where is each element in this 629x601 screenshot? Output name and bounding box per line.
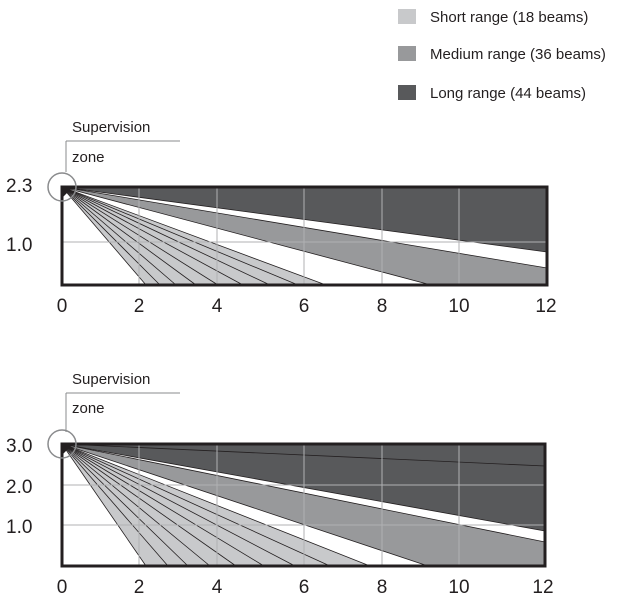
zone-label-line-1: Supervision bbox=[72, 119, 150, 136]
y-tick-label: 2.0 bbox=[6, 477, 32, 498]
supervision-zone-marker bbox=[47, 429, 77, 459]
diagram-1: Supervision zone bbox=[6, 119, 557, 317]
origin-wedge-icon bbox=[61, 443, 74, 456]
supervision-zone-circle bbox=[47, 172, 77, 202]
y-tick-label: 1.0 bbox=[6, 517, 32, 538]
diagram-2: Supervision zone bbox=[6, 371, 554, 598]
beam-rays bbox=[61, 186, 548, 286]
x-tick-label: 12 bbox=[535, 296, 556, 317]
plot-frame bbox=[60, 442, 547, 568]
supervision-zone-circle bbox=[47, 429, 77, 459]
x-tick-label: 4 bbox=[212, 296, 223, 317]
grid-lines bbox=[62, 187, 547, 285]
y-tick-label: 3.0 bbox=[6, 436, 32, 457]
x-tick-label: 8 bbox=[377, 577, 388, 598]
zone-label-line-2: zone bbox=[72, 149, 105, 166]
origin-wedge-icon bbox=[61, 186, 74, 199]
legend-item-long: Long range (44 beams) bbox=[398, 85, 586, 102]
x-tick-label: 2 bbox=[134, 577, 145, 598]
x-tick-label: 0 bbox=[57, 577, 68, 598]
legend-label-medium: Medium range (36 beams) bbox=[430, 46, 606, 63]
legend-item-medium: Medium range (36 beams) bbox=[398, 46, 606, 63]
legend: Short range (18 beams) Medium range (36 … bbox=[398, 9, 606, 102]
x-tick-label: 0 bbox=[57, 296, 68, 317]
y-tick-label: 2.3 bbox=[6, 176, 32, 197]
x-tick-label: 12 bbox=[532, 577, 553, 598]
zone-label-line-1: Supervision bbox=[72, 371, 150, 388]
x-tick-label: 10 bbox=[448, 577, 469, 598]
plot-frame bbox=[60, 185, 549, 287]
x-tick-label: 4 bbox=[212, 577, 223, 598]
y-tick-label: 1.0 bbox=[6, 235, 32, 256]
legend-swatch-medium bbox=[398, 46, 416, 61]
legend-label-long: Long range (44 beams) bbox=[430, 85, 586, 102]
x-tick-label: 6 bbox=[299, 577, 310, 598]
x-tick-label: 10 bbox=[448, 296, 469, 317]
x-tick-label: 6 bbox=[299, 296, 310, 317]
x-tick-label: 8 bbox=[377, 296, 388, 317]
x-tick-label: 2 bbox=[134, 296, 145, 317]
grid-lines bbox=[62, 444, 545, 566]
legend-label-short: Short range (18 beams) bbox=[430, 9, 588, 26]
zone-label-line-2: zone bbox=[72, 400, 105, 417]
legend-swatch-short bbox=[398, 9, 416, 24]
legend-swatch-long bbox=[398, 85, 416, 100]
legend-item-short: Short range (18 beams) bbox=[398, 9, 588, 26]
supervision-zone-marker bbox=[47, 172, 77, 202]
